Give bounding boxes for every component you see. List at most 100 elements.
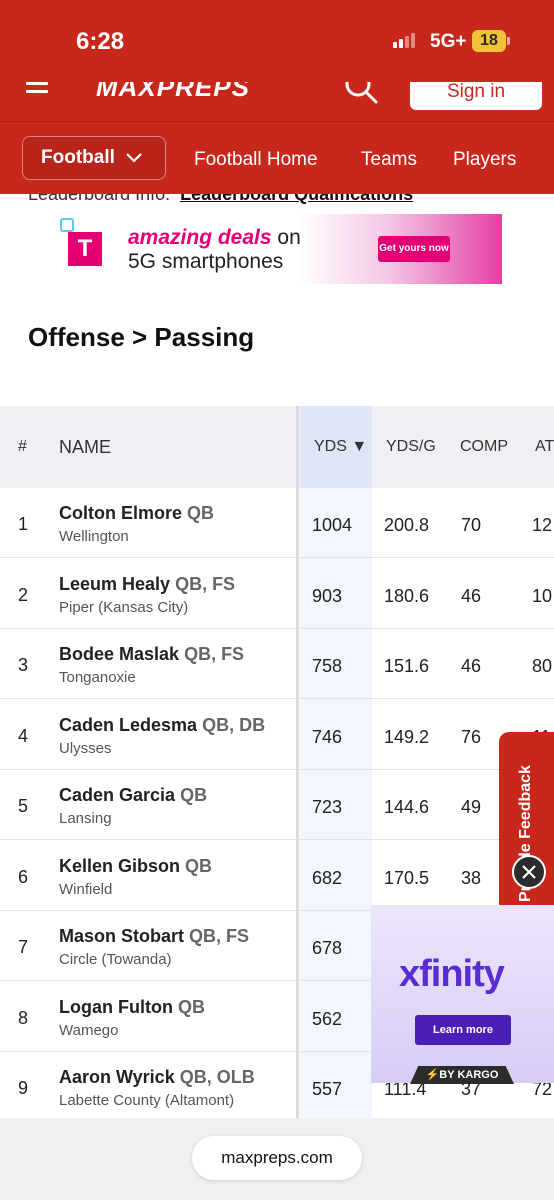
player-name[interactable]: Colton Elmore QB: [59, 503, 214, 524]
yds-per-game-cell: 170.5: [384, 867, 430, 888]
comp-cell: 76: [461, 726, 482, 747]
player-name[interactable]: Caden Ledesma QB, DB: [59, 715, 265, 736]
player-name-text: Logan Fulton: [59, 996, 173, 1017]
player-position: QB, DB: [202, 714, 266, 735]
table-row[interactable]: 3 Bodee Maslak QB, FS Tonganoxie 758 151.6 46 8…: [0, 629, 554, 699]
nav-link-football-home[interactable]: Football Home: [194, 149, 318, 170]
table-row[interactable]: 2 Leeum Healy QB, FS Piper (Kansas City) 903…: [0, 559, 554, 629]
hamburger-menu-icon[interactable]: [26, 82, 48, 98]
rank-cell: 6: [18, 866, 29, 887]
player-position: QB, FS: [184, 644, 245, 664]
school-name[interactable]: Ulysses: [59, 739, 112, 757]
player-name[interactable]: Aaron Wyrick QB, OLB: [59, 1067, 255, 1088]
xfinity-logo: xfinity: [399, 953, 505, 995]
sport-dropdown[interactable]: Football: [22, 136, 166, 180]
att-cell: 10: [532, 585, 553, 606]
player-position: QB: [187, 503, 215, 523]
rank-cell: 7: [18, 937, 29, 957]
comp-cell: 46: [461, 656, 482, 676]
att-cell: 80: [532, 656, 553, 676]
yds-cell: 903: [312, 585, 343, 606]
learn-more-button[interactable]: Learn more: [415, 1015, 511, 1045]
sticky-column-divider: [296, 406, 299, 1118]
ad-choices-icon[interactable]: [60, 218, 74, 232]
col-header-att[interactable]: AT: [535, 438, 554, 455]
table-row[interactable]: 1 Colton Elmore QB Wellington 1004 200.8 70 12: [0, 488, 554, 558]
player-position: QB: [177, 996, 205, 1017]
rank-cell: 9: [18, 1078, 29, 1098]
player-name[interactable]: Mason Stobart QB, FS: [59, 926, 249, 947]
yds-per-game-cell: 151.6: [384, 656, 430, 676]
yds-per-game-cell: 144.6: [384, 797, 430, 817]
player-position: QB, FS: [189, 926, 250, 946]
table-row[interactable]: 7 Mason Stobart QB, FS Circle (Towanda) 678: [0, 911, 554, 981]
search-icon[interactable]: [344, 82, 378, 104]
yds-cell: 746: [312, 726, 343, 747]
sport-nav: Football Football Home Teams Players: [0, 122, 554, 194]
player-name[interactable]: Logan Fulton QB: [59, 997, 205, 1018]
xfinity-ad[interactable]: xfinity Learn more: [371, 905, 554, 1083]
yds-header-highlight: [300, 406, 372, 488]
school-name[interactable]: Circle (Towanda): [59, 951, 172, 968]
sport-dropdown-label: Football: [41, 147, 115, 168]
page-title: Offense > Passing: [28, 322, 255, 352]
url-bar[interactable]: maxpreps.com: [192, 1136, 362, 1180]
player-name[interactable]: Bodee Maslak QB, FS: [59, 644, 244, 665]
sign-in-button[interactable]: Sign in: [410, 82, 542, 110]
school-name[interactable]: Winfield: [59, 880, 113, 898]
col-header-rank: #: [18, 438, 27, 455]
nav-link-players[interactable]: Players: [453, 149, 517, 170]
comp-cell: 49: [461, 797, 482, 817]
att-cell: 72: [532, 1079, 553, 1099]
att-cell: 12: [532, 515, 553, 535]
col-header-comp[interactable]: COMP: [460, 438, 508, 455]
leaderboard-info-label: Leaderboard Info:: [28, 184, 171, 204]
col-header-name[interactable]: NAME: [59, 437, 112, 457]
player-name-text: Leeum Healy: [59, 573, 171, 594]
leaderboard-info: Leaderboard Info: Leaderboard Qualificati…: [28, 184, 414, 205]
player-name[interactable]: Kellen Gibson QB: [59, 856, 212, 877]
yds-cell: 678: [312, 938, 343, 958]
rank-cell: 2: [18, 584, 29, 605]
player-name[interactable]: Caden Garcia QB: [59, 785, 207, 806]
school-name[interactable]: Piper (Kansas City): [59, 598, 189, 616]
ad-cta-button[interactable]: Get yours now: [378, 236, 450, 262]
school-name[interactable]: Wamego: [59, 1021, 119, 1039]
school-name[interactable]: Wellington: [59, 528, 129, 545]
player-name-text: Caden Garcia: [59, 785, 176, 805]
yds-cell: 758: [312, 656, 343, 676]
yds-cell: 562: [312, 1008, 343, 1029]
tmobile-ad-banner[interactable]: T amazing deals on 5G smartphones Get yo…: [52, 214, 502, 284]
col-header-yds-per-game[interactable]: YDS/G: [386, 438, 436, 455]
battery-tip: [507, 37, 510, 45]
yds-column-highlight: [300, 488, 372, 1118]
leaderboard-qualifications-link[interactable]: Leaderboard Qualifications: [180, 184, 414, 204]
comp-cell: 38: [461, 867, 482, 888]
school-name[interactable]: Lansing: [59, 810, 112, 827]
player-name[interactable]: Leeum Healy QB, FS: [59, 574, 235, 595]
yds-per-game-cell: 180.6: [384, 585, 430, 606]
player-name-text: Mason Stobart: [59, 926, 185, 946]
school-name[interactable]: Labette County (Altamont): [59, 1092, 235, 1109]
comp-cell: 46: [461, 585, 482, 606]
school-name[interactable]: Tonganoxie: [59, 669, 136, 686]
yds-per-game-cell: 200.8: [384, 515, 430, 535]
table-row[interactable]: 8 Logan Fulton QB Wamego 562: [0, 982, 554, 1052]
player-name-text: Bodee Maslak: [59, 644, 180, 664]
maxpreps-logo[interactable]: MAXPREPS: [96, 82, 250, 102]
status-bar: 6:28 5G+ 18: [0, 0, 554, 82]
table-row[interactable]: 5 Caden Garcia QB Lansing 723 144.6 49: [0, 770, 554, 840]
rank-cell: 1: [18, 514, 29, 534]
nav-link-teams[interactable]: Teams: [361, 149, 417, 170]
ad-headline-emphasis: amazing deals: [128, 226, 272, 249]
player-name-text: Kellen Gibson: [59, 855, 181, 876]
table-row[interactable]: 6 Kellen Gibson QB Winfield 682 170.5 38: [0, 841, 554, 911]
kargo-badge: ⚡BY KARGO: [410, 1066, 514, 1084]
table-row[interactable]: 9 Aaron Wyrick QB, OLB Labette County (Alta…: [0, 1052, 554, 1118]
table-header: [0, 406, 554, 488]
col-header-yds[interactable]: YDS ▼: [314, 438, 368, 455]
tmobile-logo: T: [68, 232, 102, 266]
yds-per-game-cell: 111.4: [384, 1079, 427, 1099]
close-icon[interactable]: [512, 855, 546, 889]
